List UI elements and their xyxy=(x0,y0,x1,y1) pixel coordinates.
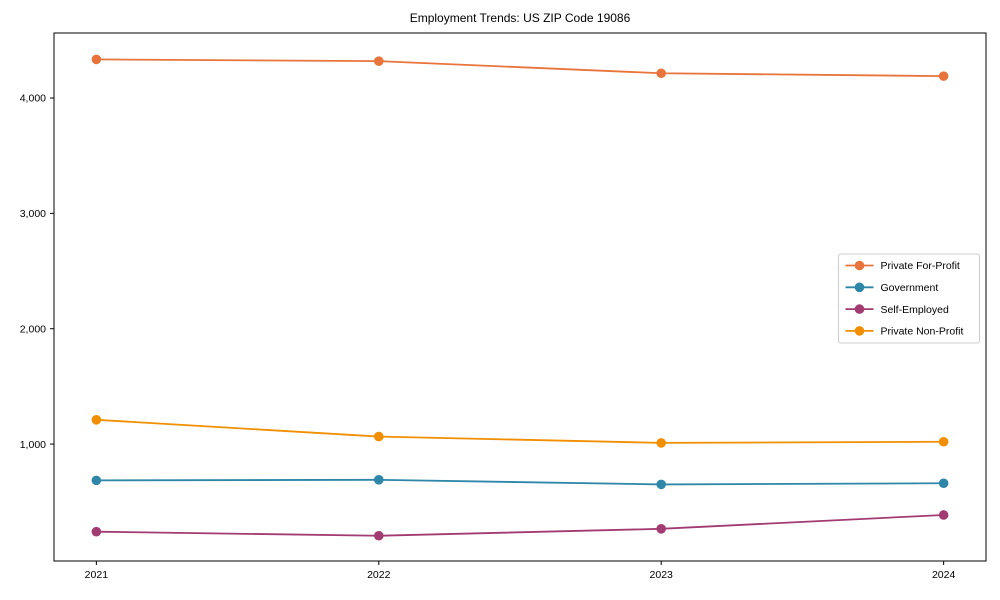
legend-marker-government xyxy=(854,282,865,293)
chart-title: Employment Trends: US ZIP Code 19086 xyxy=(410,11,631,25)
legend-marker-private-for-profit xyxy=(854,260,865,271)
data-point-self-employed-2023 xyxy=(656,524,667,534)
data-point-private-for-profit-2023 xyxy=(656,68,667,79)
series-line-self-employed xyxy=(96,514,944,537)
legend-label-private-for-profit: Private For-Profit xyxy=(881,260,960,272)
series-layer xyxy=(91,54,949,541)
data-point-self-employed-2022 xyxy=(373,530,384,541)
data-point-private-for-profit-2021 xyxy=(91,54,102,65)
x-axis-tick-label: 2024 xyxy=(932,569,956,581)
data-point-private-for-profit-2022 xyxy=(373,56,384,66)
data-point-private-non-profit-2022 xyxy=(373,431,384,442)
data-point-private-non-profit-2021 xyxy=(91,415,102,425)
plot-border xyxy=(53,32,987,562)
x-axis-tick-label: 2023 xyxy=(650,569,674,581)
y-axis-tick-label: 2,000 xyxy=(20,323,46,335)
legend-label-government: Government xyxy=(881,282,939,294)
data-point-government-2021 xyxy=(91,475,102,486)
data-point-self-employed-2024 xyxy=(938,510,949,520)
x-axis-tick-label: 2021 xyxy=(85,569,109,581)
legend-marker-self-employed xyxy=(854,304,865,314)
data-point-government-2023 xyxy=(656,479,667,490)
data-point-private-for-profit-2024 xyxy=(938,71,949,81)
y-axis-tick-label: 1,000 xyxy=(20,439,46,451)
plot-area: 1,000 2,000 3,000 4,000 2021 2022 2023 2024 xyxy=(20,32,987,581)
data-point-government-2022 xyxy=(373,475,384,485)
legend-label-private-non-profit: Private Non-Profit xyxy=(881,326,964,338)
data-point-government-2024 xyxy=(938,478,949,489)
series-line-private-for-profit xyxy=(96,58,944,78)
legend-marker-private-non-profit xyxy=(854,326,865,336)
x-axis-tick-label: 2022 xyxy=(367,569,391,581)
series-line-private-non-profit xyxy=(96,418,944,444)
y-axis-tick-label: 4,000 xyxy=(20,93,46,105)
data-point-self-employed-2021 xyxy=(91,526,102,537)
data-point-private-non-profit-2024 xyxy=(938,436,949,447)
legend-label-self-employed: Self-Employed xyxy=(881,304,949,316)
legend-box xyxy=(838,253,980,344)
series-line-government xyxy=(96,478,944,486)
legend: Private For-Profit Government Self-Employe… xyxy=(838,253,980,344)
y-axis-tick-label: 3,000 xyxy=(20,208,46,220)
data-point-private-non-profit-2023 xyxy=(656,438,667,448)
